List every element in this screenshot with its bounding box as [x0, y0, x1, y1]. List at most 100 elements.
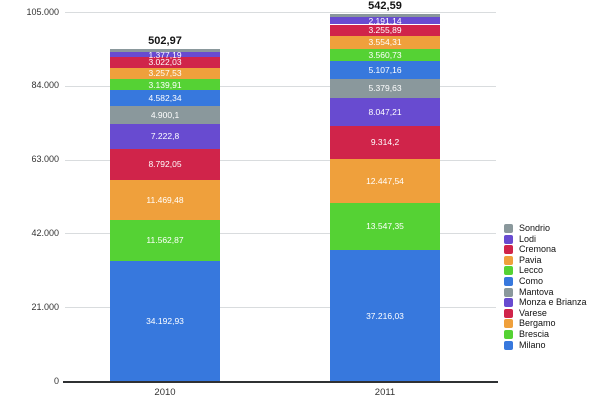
bar-segment-value-label: 3.022,03 — [148, 57, 182, 68]
legend-item-pavia[interactable]: Pavia — [504, 254, 587, 265]
gridline — [65, 307, 496, 309]
bar-segment-value-label: 3.554,31 — [368, 37, 402, 48]
legend-label: Como — [519, 275, 544, 286]
legend-label: Sondrio — [519, 223, 551, 233]
legend-swatch-icon — [504, 298, 513, 308]
y-axis-tick-label: 84.000 — [31, 80, 59, 91]
legend-item-mantova[interactable]: Mantova — [504, 286, 587, 297]
legend-item-monza-e-brianza[interactable]: Monza e Brianza — [504, 297, 587, 308]
legend-label: Lodi — [519, 233, 537, 244]
legend-item-varese[interactable]: Varese — [504, 307, 587, 318]
bar-segment-lecco-2010[interactable]: 3.139,91 — [110, 79, 220, 91]
legend-label: Monza e Brianza — [519, 297, 587, 308]
legend-item-bergamo[interactable]: Bergamo — [504, 318, 587, 329]
x-axis-baseline — [63, 381, 498, 383]
bar-segment-value-label: 5.107,16 — [368, 64, 402, 75]
bar-segment-brescia-2010[interactable]: 11.562,87 — [110, 220, 220, 261]
bar-segment-value-label: 8.792,05 — [148, 159, 182, 170]
legend-swatch-icon — [504, 234, 513, 244]
gridline — [65, 159, 496, 161]
bar-segment-varese-2010[interactable]: 8.792,05 — [110, 149, 220, 180]
legend-label: Mantova — [519, 286, 554, 297]
bar-segment-lecco-2011[interactable]: 3.560,73 — [330, 48, 440, 61]
bar-segment-value-label: 9.314,2 — [370, 137, 400, 148]
legend-swatch-icon — [504, 287, 513, 297]
legend-item-como[interactable]: Como — [504, 275, 587, 286]
bar-segment-value-label: 13.547,35 — [366, 221, 404, 232]
bar-segment-sondrio-2010[interactable] — [110, 48, 220, 53]
legend-label: Pavia — [519, 254, 542, 265]
bar-segment-value-label: 3.560,73 — [368, 49, 402, 60]
legend-label: Bergamo — [519, 318, 556, 329]
bar-segment-bergamo-2011[interactable]: 12.447,54 — [330, 158, 440, 203]
y-axis-tick-label: 21.000 — [31, 301, 59, 312]
bar-segment-mantova-2010[interactable]: 4.900,1 — [110, 106, 220, 124]
y-axis-tick-label: 105.000 — [26, 6, 59, 17]
bar-segment-value-label: 37.216,03 — [366, 310, 404, 321]
legend-label: Brescia — [519, 328, 550, 339]
bar-segment-value-label: 8.047,21 — [368, 106, 402, 117]
x-axis-category-label: 2010 — [154, 387, 176, 398]
bar-segment-value-label: 7.222,8 — [150, 131, 180, 142]
bar-segment-milano-2011[interactable]: 37.216,03 — [330, 250, 440, 381]
bar-segment-lodi-2011[interactable]: 2.191,14 — [330, 15, 440, 26]
bar-segment-value-label: 4.900,1 — [150, 109, 180, 120]
legend-swatch-icon — [504, 255, 513, 265]
legend-label: Varese — [519, 307, 547, 318]
y-axis-tick-label: 42.000 — [31, 227, 59, 238]
bar-segment-varese-2011[interactable]: 9.314,2 — [330, 126, 440, 159]
bar-segment-value-label: 3.255,89 — [368, 25, 402, 36]
legend-swatch-icon — [504, 329, 513, 339]
bar-segment-value-label: 2.191,14 — [368, 15, 402, 26]
bar-segment-value-label: 3.139,91 — [148, 79, 182, 90]
bar-segment-mantova-2011[interactable]: 5.379,63 — [330, 78, 440, 98]
legend-item-lecco[interactable]: Lecco — [504, 265, 587, 276]
legend-label: Lecco — [519, 265, 544, 276]
y-axis-tick-label: 0 — [53, 375, 59, 386]
bar-segment-value-label: 11.469,48 — [146, 195, 184, 206]
bar-total-label: 542,59 — [368, 0, 402, 12]
bar-segment-value-label: 5.379,63 — [368, 83, 402, 94]
bar-segment-monza-e-brianza-2011[interactable]: 8.047,21 — [330, 97, 440, 127]
legend-swatch-icon — [504, 276, 513, 286]
legend: Sondrio Lodi Cremona Pavia Lecco Como Mantova M… — [504, 224, 587, 351]
bar-segment-milano-2010[interactable]: 34.192,93 — [110, 260, 220, 381]
bar-segment-cremona-2010[interactable]: 3.022,03 — [110, 57, 220, 68]
bar-segment-bergamo-2010[interactable]: 11.469,48 — [110, 179, 220, 221]
legend-item-brescia[interactable]: Brescia — [504, 328, 587, 339]
bar-segment-como-2010[interactable]: 4.582,34 — [110, 90, 220, 107]
gridline — [65, 233, 496, 235]
legend-item-sondrio[interactable]: Sondrio — [504, 224, 587, 233]
bar-segment-pavia-2010[interactable]: 3.257,53 — [110, 67, 220, 80]
bar-segment-lodi-2010[interactable]: 1.377,19 — [110, 49, 220, 60]
legend-swatch-icon — [504, 266, 513, 276]
bar-segment-value-label: 3.257,53 — [148, 68, 182, 79]
bar-segment-value-label: 12.447,54 — [366, 175, 404, 186]
x-axis-category-label: 2011 — [374, 387, 396, 398]
bar-segment-pavia-2011[interactable]: 3.554,31 — [330, 36, 440, 49]
bar-segment-brescia-2011[interactable]: 13.547,35 — [330, 202, 440, 251]
bar-total-label: 502,97 — [148, 34, 182, 47]
legend-item-milano[interactable]: Milano — [504, 339, 587, 350]
gridline — [65, 85, 496, 87]
bar-segment-cremona-2011[interactable]: 3.255,89 — [330, 24, 440, 36]
bar-segment-value-label: 4.582,34 — [148, 93, 182, 104]
legend-swatch-icon — [504, 308, 513, 318]
legend-swatch-icon — [504, 245, 513, 255]
legend-swatch-icon — [504, 224, 513, 233]
bar-segment-value-label: 34.192,93 — [146, 315, 184, 326]
bar-segment-como-2011[interactable]: 5.107,16 — [330, 61, 440, 79]
bar-segment-sondrio-2011[interactable] — [330, 13, 440, 17]
legend-swatch-icon — [504, 340, 513, 350]
legend-item-cremona[interactable]: Cremona — [504, 244, 587, 255]
legend-label: Milano — [519, 339, 546, 350]
legend-swatch-icon — [504, 319, 513, 329]
bar-segment-value-label: 11.562,87 — [146, 235, 184, 246]
bar-segment-value-label: 1.377,19 — [148, 49, 182, 60]
bar-segment-monza-e-brianza-2010[interactable]: 7.222,8 — [110, 123, 220, 149]
gridline — [65, 12, 496, 13]
y-axis-tick-label: 63.000 — [31, 154, 59, 165]
legend-label: Cremona — [519, 244, 557, 255]
legend-item-lodi[interactable]: Lodi — [504, 233, 587, 244]
